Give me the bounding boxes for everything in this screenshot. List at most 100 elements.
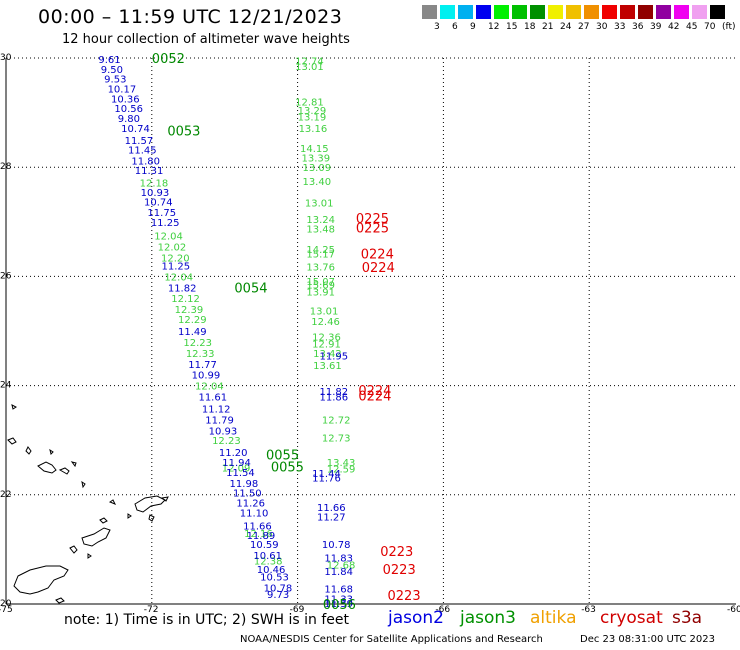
jason3-label: 13.19 [298, 112, 327, 123]
scale-label: 30 [596, 22, 608, 32]
jason3-label: 13.42 [313, 349, 342, 360]
jason2-label: 11.75 [147, 208, 176, 219]
jason3-label: 13.39 [301, 153, 330, 164]
x-tick-label: -60 [727, 605, 740, 615]
jason2-label: 11.82 [168, 283, 197, 294]
y-tick-label: 24 [0, 381, 12, 391]
x-tick-label: -63 [581, 605, 596, 615]
jason3-label: 12.46 [311, 317, 340, 328]
jason2-label: 11.27 [317, 513, 346, 524]
jason3-label: 13.76 [306, 263, 335, 274]
x-tick-label: -66 [435, 605, 450, 615]
jason2-label: 11.66 [243, 521, 272, 532]
jason2-label: 11.66 [317, 503, 346, 514]
scale-swatch [440, 5, 455, 19]
jason2-label: 11.95 [319, 352, 348, 363]
jason3-label: 12.09 [222, 464, 251, 475]
jason2-label: 11.76 [312, 473, 341, 484]
scale-label: (ft) [722, 22, 736, 32]
source-credit: NOAA/NESDIS Center for Satellite Applica… [240, 634, 543, 645]
cryosat-label: 0223 [380, 545, 413, 560]
times-label: 0055 [271, 461, 304, 476]
jason2-label: 11.89 [247, 531, 276, 542]
y-tick-label: 20 [0, 599, 12, 609]
jason2-label: 11.12 [202, 405, 231, 416]
cryosat-label: 0225 [356, 212, 389, 227]
scale-label: 24 [560, 22, 572, 32]
jason2-label: 9.73 [267, 590, 289, 601]
scale-swatch [692, 5, 707, 19]
jason2-label: 10.36 [111, 94, 140, 105]
jason2-label: 9.53 [104, 75, 126, 86]
jason3-label: 15.69 [306, 281, 335, 292]
jason3-label: 12.12 [171, 294, 200, 305]
jason2-label: 11.50 [233, 489, 262, 500]
jason2-label: 11.44 [312, 469, 341, 480]
times-label: 0052 [152, 52, 185, 67]
jason3-label: 14.15 [300, 144, 329, 155]
x-tick-label: -75 [0, 605, 13, 615]
y-tick-label: 28 [0, 162, 12, 172]
scale-label: 42 [668, 22, 680, 32]
jason2-label: 11.83 [324, 554, 353, 565]
jason2-label: 9.61 [98, 55, 120, 66]
cryosat-label: 0224 [361, 248, 394, 263]
jason3-label: 12.59 [327, 465, 356, 476]
jason3-label: 12.16 [244, 529, 273, 540]
jason2-label: 9.50 [101, 65, 123, 76]
scale-label: 45 [686, 22, 698, 32]
jason2-label: 10.17 [108, 85, 137, 96]
scale-label: 70 [704, 22, 716, 32]
jason3-label: 13.01 [295, 62, 324, 73]
scale-swatch [656, 5, 671, 19]
x-tick-label: -72 [144, 605, 159, 615]
jason2-label: 11.86 [319, 393, 348, 404]
jason2-label: 10.59 [250, 540, 279, 551]
scale-label: 21 [542, 22, 554, 32]
times-label: 0055 [266, 448, 299, 463]
scale-swatch [674, 5, 689, 19]
jason3-label: 12.39 [175, 305, 204, 316]
times-label: 0054 [234, 281, 267, 296]
jason3-label: 12.33 [186, 349, 215, 360]
jason2-label: 10.93 [141, 188, 170, 199]
jason2-label: 11.20 [219, 448, 248, 459]
legend-cryosat: cryosat [600, 608, 663, 628]
jason2-label: 10.78 [264, 584, 293, 595]
jason2-label: 10.61 [253, 551, 282, 562]
coastline-islands [7, 404, 169, 604]
jason2-label: 10.46 [257, 565, 286, 576]
footnote: note: 1) Time is in UTC; 2) SWH is in fe… [64, 612, 350, 628]
jason2-label: 9.80 [118, 114, 140, 125]
jason3-label: 13.91 [306, 288, 335, 299]
scale-swatch [476, 5, 491, 19]
jason2-label: 11.25 [162, 261, 191, 272]
jason2-label: 11.45 [128, 146, 157, 157]
jason3-label: 14.25 [306, 245, 335, 256]
jason3-label: 12.29 [178, 315, 207, 326]
scale-label: 6 [452, 22, 458, 32]
legend-altika: altika [530, 608, 577, 628]
scale-swatch [602, 5, 617, 19]
jason2-label: 11.31 [135, 166, 164, 177]
jason2-label: 11.61 [198, 393, 227, 404]
jason3-label: 13.09 [302, 163, 331, 174]
jason2-label: 11.79 [205, 415, 234, 426]
legend-s3a: s3a [672, 608, 703, 628]
jason2-label: 11.77 [188, 360, 217, 371]
jason3-label: 13.16 [299, 124, 328, 135]
scale-label: 12 [488, 22, 500, 32]
jason3-label: 13.01 [305, 199, 334, 210]
jason3-label: 13.48 [306, 224, 335, 235]
scale-label: 3 [434, 22, 440, 32]
jason2-label: 11.26 [236, 498, 265, 509]
page-title: 00:00 – 11:59 UTC 12/21/2023 [38, 6, 343, 28]
cryosat-label: 0224 [362, 261, 395, 276]
jason2-label: 11.98 [230, 479, 259, 490]
axis-tick-labels: -75 -72 -69 -66 -63 -60 20 22 24 26 28 30 [0, 53, 740, 615]
jason3-label: 13.24 [306, 215, 335, 226]
graticule [6, 57, 736, 604]
jason3-label: 13.01 [310, 306, 339, 317]
jason2-label: 10.99 [192, 371, 221, 382]
jason3-label: 12.38 [254, 556, 283, 567]
